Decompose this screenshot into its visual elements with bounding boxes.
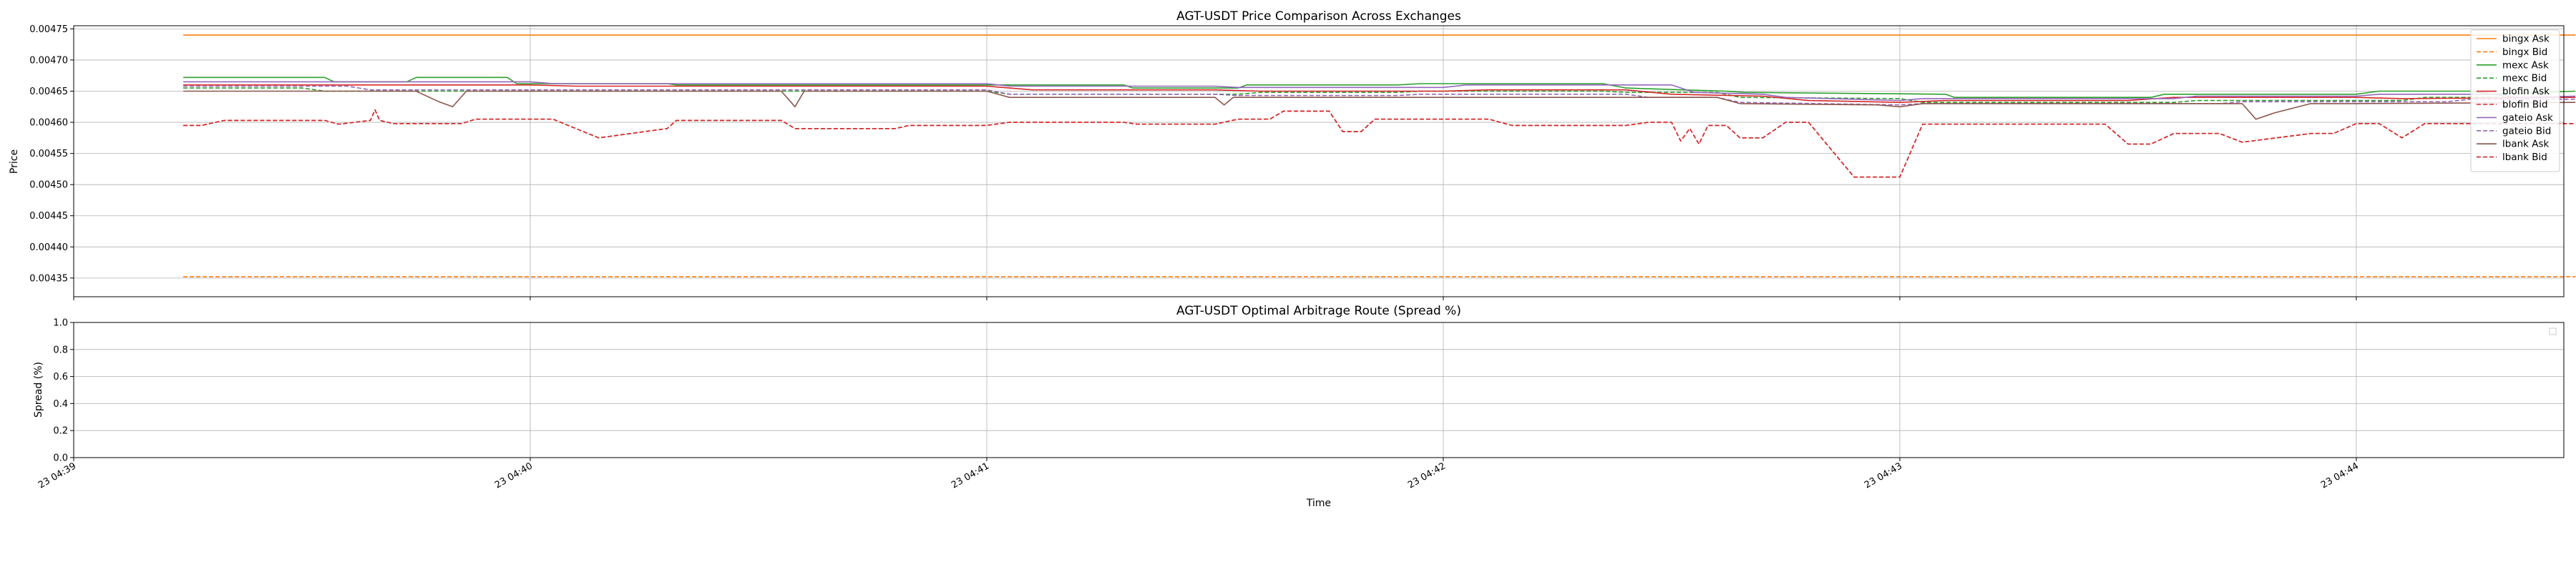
- spread-chart-frame: [73, 322, 2565, 458]
- series-line-gateio-bid: [183, 85, 2576, 106]
- price-y-tick-label: 0.00450: [29, 180, 68, 191]
- price-chart-y-label: Price: [9, 149, 20, 174]
- spread-y-tick-label: 0.8: [53, 345, 68, 355]
- legend-label: gateio Ask: [2502, 112, 2553, 124]
- price-y-tick-label: 0.00470: [29, 55, 68, 66]
- spread-y-tick-label: 0.0: [53, 453, 68, 464]
- series-line-lbank-bid: [183, 109, 2576, 178]
- price-chart-series: [183, 34, 2576, 277]
- series-line-lbank-ask: [183, 90, 2576, 120]
- legend-label: gateio Bid: [2502, 125, 2551, 137]
- spread-chart-empty-legend: [2549, 327, 2557, 335]
- legend-label: bingx Bid: [2502, 46, 2547, 58]
- price-y-tick-label: 0.00440: [29, 242, 68, 253]
- price-y-tick-label: 0.00475: [29, 24, 68, 35]
- spread-chart-title: AGT-USDT Optimal Arbitrage Route (Spread…: [1176, 304, 1461, 318]
- legend-label: lbank Bid: [2502, 152, 2547, 163]
- legend-label: mexc Bid: [2502, 73, 2547, 84]
- spread-chart-x-label: Time: [1306, 498, 1331, 509]
- spread-y-tick-label: 0.4: [53, 399, 68, 410]
- legend-label: mexc Ask: [2502, 59, 2549, 71]
- spread-y-tick-label: 1.0: [53, 318, 68, 329]
- spread-chart-y-ticks: 0.0 0.2 0.4 0.6 0.8 1.0: [53, 318, 74, 464]
- price-chart-y-ticks: 0.00435 0.00440 0.00445 0.00450 0.00455 0.004…: [29, 24, 74, 284]
- legend-label: bingx Ask: [2502, 34, 2550, 45]
- series-line-mexc-ask: [183, 77, 2576, 98]
- series-line-gateio-ask: [183, 81, 2576, 102]
- legend-label: lbank Ask: [2502, 139, 2550, 150]
- legend-label: blofin Ask: [2502, 86, 2550, 97]
- price-chart-x-ticks: [73, 297, 2357, 300]
- price-chart-title: AGT-USDT Price Comparison Across Exchang…: [1176, 9, 1461, 24]
- legend-label: blofin Bid: [2502, 99, 2548, 111]
- spread-y-tick-label: 0.2: [53, 426, 68, 437]
- spread-chart-y-label: Spread (%): [33, 362, 44, 418]
- price-y-tick-label: 0.00465: [29, 87, 68, 97]
- price-y-tick-label: 0.00460: [29, 118, 68, 129]
- price-chart: AGT-USDT Price Comparison Across Exchang…: [9, 9, 2576, 300]
- price-y-tick-label: 0.00455: [29, 149, 68, 159]
- series-line-blofin-ask: [183, 84, 2576, 103]
- price-chart-frame: [73, 25, 2565, 297]
- spread-y-tick-label: 0.6: [53, 372, 68, 383]
- price-y-tick-label: 0.00435: [29, 273, 68, 284]
- price-y-tick-label: 0.00445: [29, 211, 68, 222]
